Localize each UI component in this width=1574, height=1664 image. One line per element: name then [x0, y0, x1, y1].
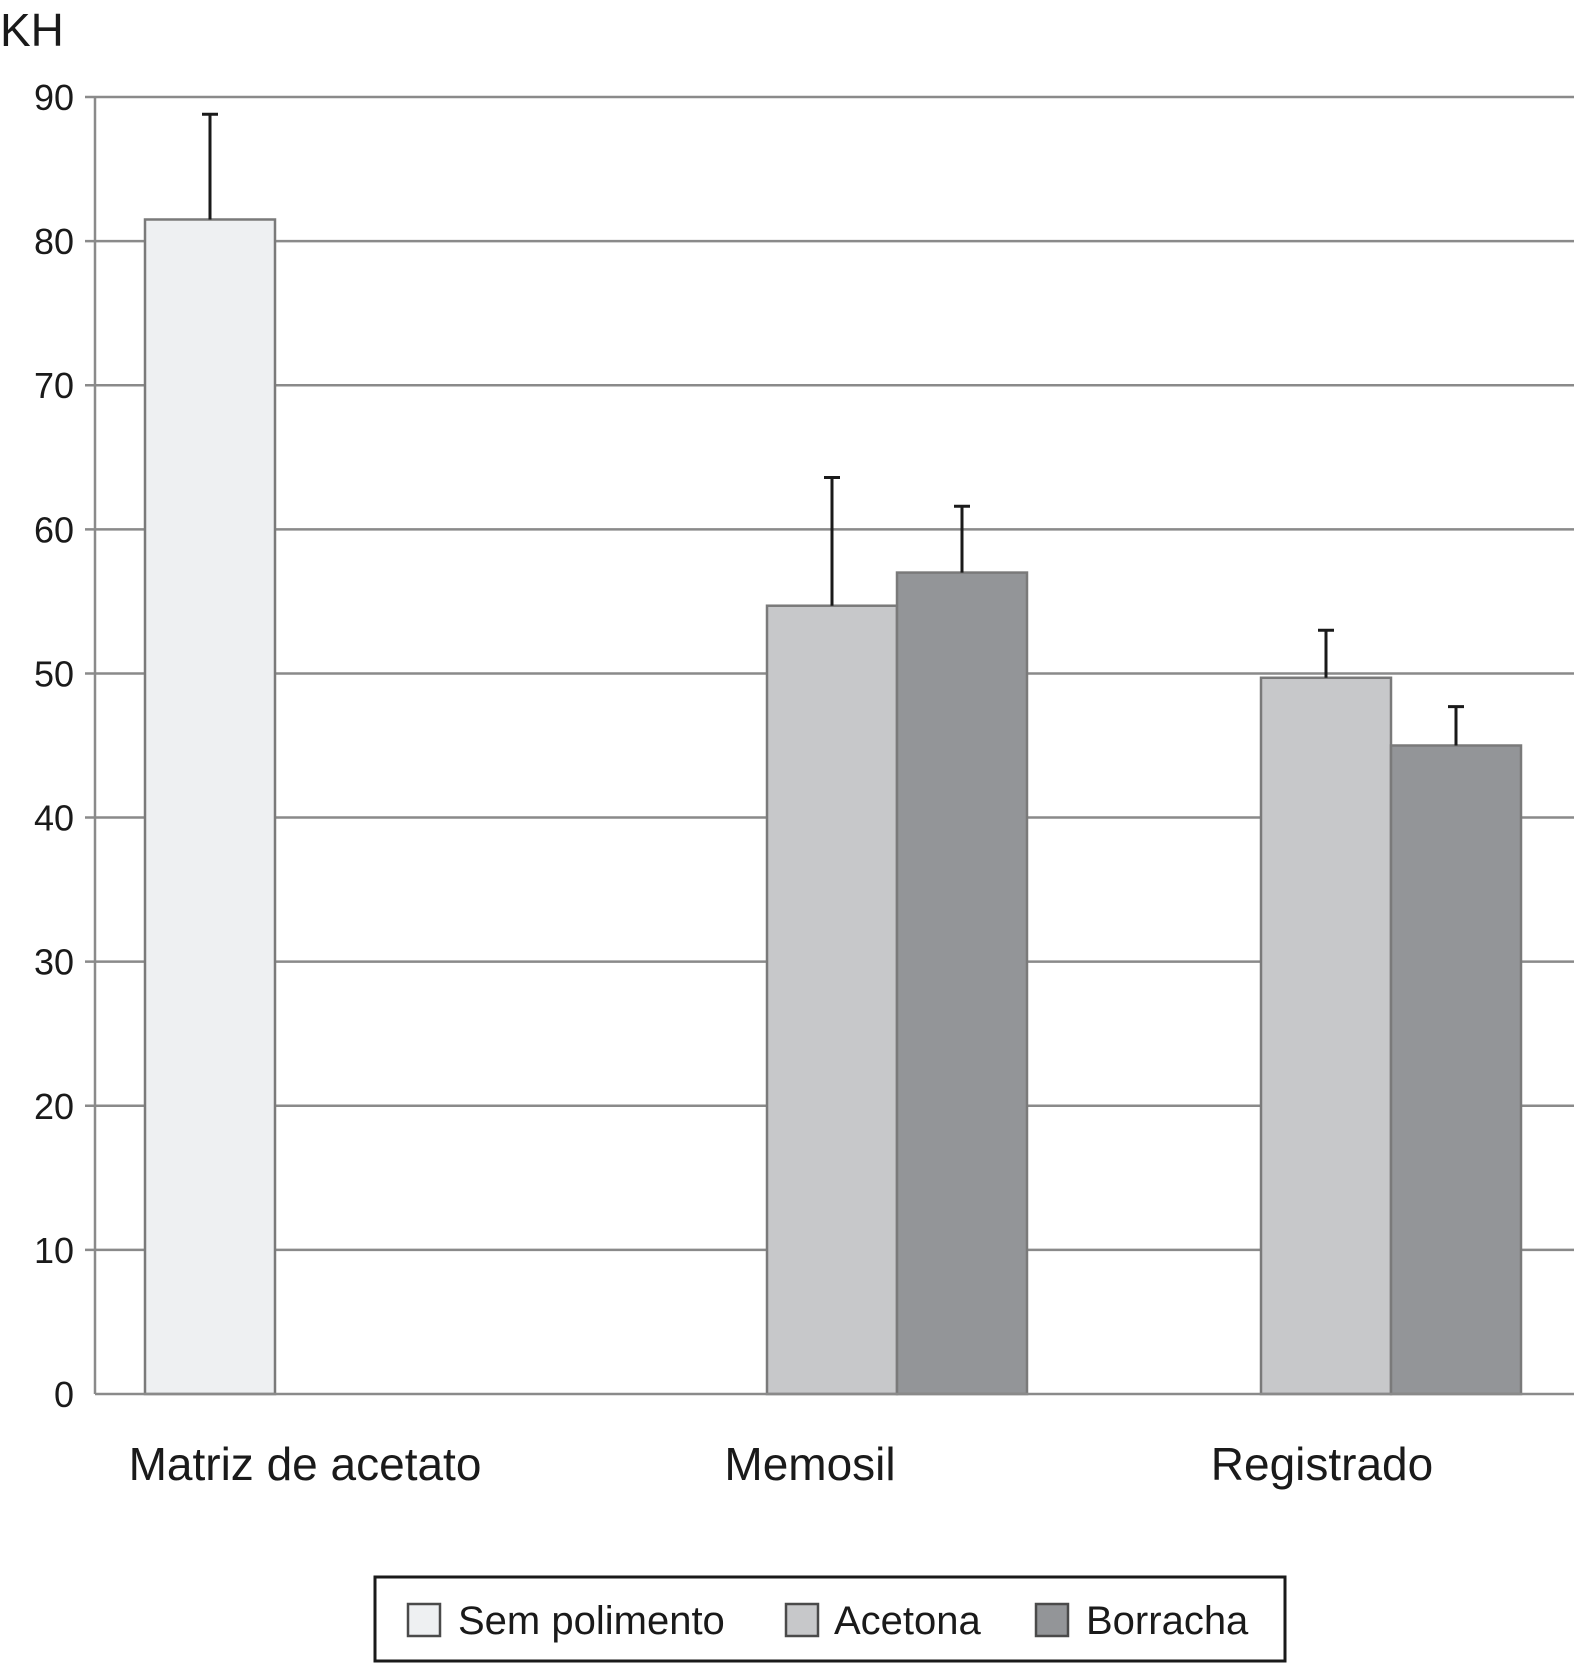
y-tick-label: 60 [34, 509, 74, 550]
y-tick-label: 80 [34, 221, 74, 262]
bar-memosil-borracha [895, 571, 1029, 1396]
bar-registrado-borracha [1389, 744, 1523, 1396]
x-tick-labels: Matriz de acetato Memosil Registrado [129, 1438, 1434, 1490]
y-tick-label: 40 [34, 798, 74, 839]
bar-registrado-acetona [1259, 676, 1393, 1396]
y-tick-labels: 0 10 20 30 40 50 60 70 80 90 [34, 77, 74, 1415]
x-tick-label: Registrado [1211, 1438, 1433, 1490]
legend-swatch-borracha [1034, 1602, 1070, 1638]
y-tick-label: 0 [54, 1374, 74, 1415]
legend-label: Acetona [834, 1599, 982, 1643]
bar-matriz-de-acetato-sem-polimento [143, 218, 277, 1396]
x-tick-label: Matriz de acetato [129, 1438, 482, 1490]
error-bars [202, 112, 1464, 746]
legend-swatch-sem-polimento [406, 1602, 442, 1638]
error-bar [1318, 628, 1334, 678]
error-bar [1448, 705, 1464, 746]
legend-swatch-acetona [784, 1602, 820, 1638]
bar-memosil-acetona [765, 604, 899, 1396]
y-tick-label: 50 [34, 653, 74, 694]
x-tick-label: Memosil [724, 1438, 895, 1490]
legend: Sem polimento Acetona Borracha [373, 1575, 1287, 1663]
y-tick-label: 70 [34, 365, 74, 406]
y-tick-label: 20 [34, 1086, 74, 1127]
bars [143, 218, 1523, 1396]
y-axis-label: KH [0, 4, 64, 56]
error-bar [202, 112, 218, 220]
error-bar [824, 475, 840, 606]
y-tick-label: 90 [34, 77, 74, 118]
y-tick-label: 10 [34, 1230, 74, 1271]
legend-label: Sem polimento [458, 1599, 725, 1643]
error-bar [954, 504, 970, 573]
legend-box [373, 1575, 1287, 1663]
legend-label: Borracha [1086, 1599, 1249, 1643]
y-tick-label: 30 [34, 942, 74, 983]
